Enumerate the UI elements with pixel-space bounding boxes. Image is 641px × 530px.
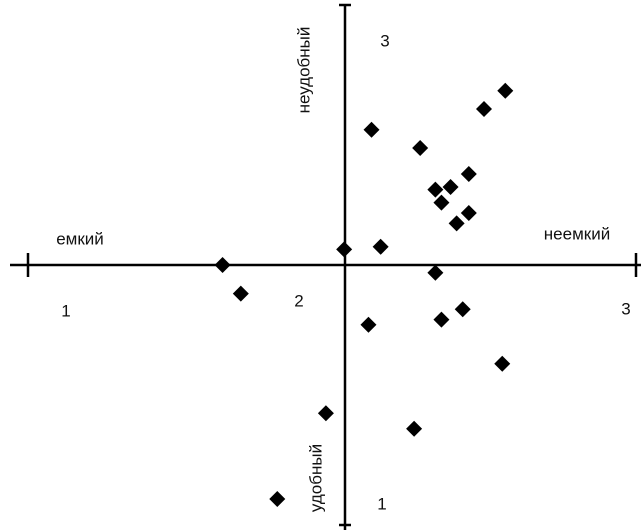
point [497,82,514,99]
point [433,311,450,328]
point [427,181,444,198]
point [363,121,380,138]
point [442,179,459,195]
y-label-top: неудобный [294,27,313,114]
y-tick-label: 3 [380,31,389,50]
x-label-left: емкий [56,229,104,248]
point [454,301,471,318]
point [269,491,286,507]
point [494,355,511,372]
point [317,405,334,422]
point [214,257,231,273]
point [412,140,429,156]
point [433,194,450,211]
point [372,238,389,255]
point [448,215,465,232]
y-label-bottom: удобный [306,444,325,512]
point [476,101,492,117]
point [232,285,249,302]
point [336,241,353,258]
x-label-right: неемкий [544,224,610,243]
y-tick-label: 1 [377,494,386,513]
x-tick-label: 1 [61,301,70,320]
point [460,166,477,182]
point [360,316,377,333]
point [427,264,444,281]
x-tick-label: 2 [294,291,303,310]
point [460,205,477,221]
point [406,420,423,437]
x-tick-label: 3 [621,299,630,318]
